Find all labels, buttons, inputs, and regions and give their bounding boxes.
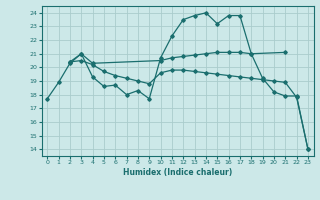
X-axis label: Humidex (Indice chaleur): Humidex (Indice chaleur) [123,168,232,177]
